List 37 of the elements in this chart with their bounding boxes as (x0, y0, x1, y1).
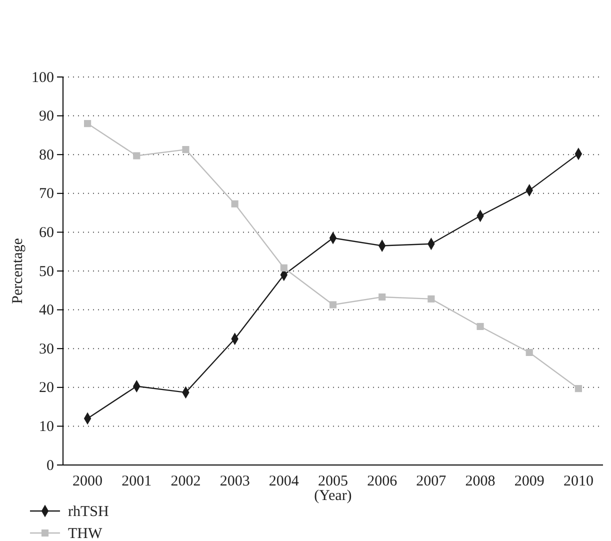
point (428, 295, 435, 302)
point (84, 120, 92, 128)
point (329, 301, 337, 308)
x-tick-label: 2004 (268, 474, 300, 490)
legend-label: THW (68, 526, 103, 541)
y-tick-label: 60 (39, 225, 54, 241)
x-tick-label: 2002 (170, 474, 201, 490)
x-tick-label: 2000 (72, 474, 103, 490)
point (476, 322, 484, 330)
y-tick-label: 50 (39, 264, 54, 280)
y-tick-label: 80 (39, 147, 54, 164)
x-axis-title: (Year) (314, 488, 352, 504)
x-tick-label: 2010 (563, 474, 594, 490)
point (574, 385, 582, 392)
y-tick-label: 40 (39, 302, 54, 319)
x-tick-label: 2001 (122, 474, 152, 490)
x-tick-label: 2006 (367, 474, 398, 490)
point (526, 348, 533, 356)
y-axis-title: Percentage (10, 238, 26, 304)
y-tick-label: 100 (32, 70, 54, 86)
point (378, 293, 386, 301)
y-tick-label: 0 (46, 458, 54, 474)
x-tick-label: 2003 (220, 474, 250, 490)
x-tick-label: 2005 (318, 474, 348, 490)
point (182, 146, 190, 154)
y-tick-label: 30 (39, 341, 54, 358)
x-tick-label: 2007 (416, 474, 447, 490)
y-tick-label: 20 (39, 380, 54, 396)
y-tick-label: 90 (39, 108, 54, 125)
x-tick-label: 2009 (514, 474, 544, 490)
point (133, 152, 140, 160)
legend-label: rhTSH (68, 504, 109, 520)
y-tick-label: 70 (39, 186, 54, 202)
y-tick-label: 10 (39, 419, 54, 435)
point (231, 200, 238, 208)
point (280, 264, 288, 272)
x-tick-label: 2008 (465, 474, 496, 490)
